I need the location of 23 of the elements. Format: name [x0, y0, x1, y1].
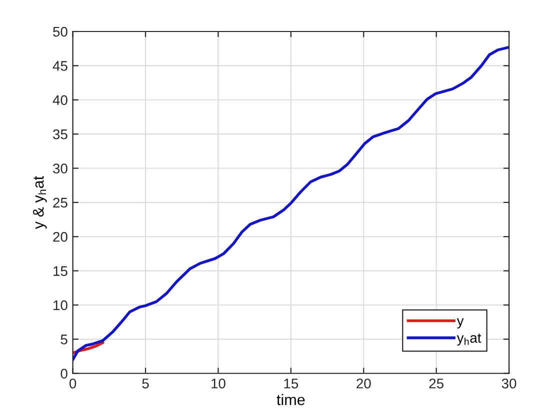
x-tick-label: 20 — [356, 378, 371, 388]
y-tick-label: 10 — [54, 300, 68, 310]
y-tick-label: 30 — [53, 164, 68, 174]
x-tick-label: 30 — [502, 378, 516, 388]
x-tick-label: 0 — [69, 378, 76, 388]
y-tick-label: 15 — [54, 266, 68, 276]
y-tick-label: 25 — [53, 198, 68, 208]
x-tick-label: 5 — [142, 378, 149, 388]
y-tick-label: 0 — [60, 368, 68, 379]
y-tick-label: 40 — [52, 95, 68, 106]
x-tick-label: 15 — [284, 378, 298, 388]
x-tick-label: 10 — [212, 378, 226, 388]
legend-label: y — [456, 318, 464, 328]
y-tick-label: 20 — [53, 232, 68, 242]
y-axis-title: y & y$_{h}$at — [33, 176, 47, 230]
y-tick-label: 35 — [53, 129, 68, 140]
y-tick-label: 50 — [53, 26, 68, 37]
x-axis-title: time — [276, 394, 305, 406]
y-tick-label: 5 — [60, 334, 68, 344]
legend-label: y$_{h}$at — [456, 334, 482, 346]
line-series — [72, 46, 510, 362]
x-tick-label: 25 — [429, 378, 444, 388]
y-tick-label: 45 — [52, 61, 68, 71]
